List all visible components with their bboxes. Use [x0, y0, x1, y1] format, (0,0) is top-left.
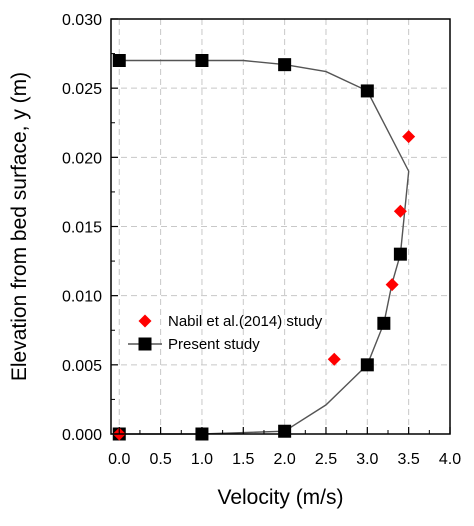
legend-label-nabil: Nabil et al.(2014) study — [168, 313, 323, 330]
legend-diamond-icon — [138, 314, 152, 328]
legend-marker-diamond — [138, 314, 152, 328]
legend-marker-square-line — [128, 337, 162, 351]
present-study-marker — [393, 247, 407, 261]
x-tick-label: 1.0 — [191, 451, 213, 468]
axis-ticks: 0.0 0.5 1.0 1.5 2.0 2.5 3.0 3.5 4.0 0.000 0.005 0.0… — [62, 12, 461, 468]
y-tick-label: 0.000 — [62, 427, 102, 444]
nabil-study-marker — [402, 130, 416, 144]
x-tick-label: 2.0 — [274, 451, 296, 468]
y-tick-label: 0.015 — [62, 220, 102, 237]
y-tick-label: 0.005 — [62, 358, 102, 375]
nabil-study-marker — [393, 204, 407, 218]
x-axis-title: Velocity (m/s) — [217, 486, 343, 509]
plot-series — [112, 54, 416, 441]
y-axis-title: Elevation from bed surface, y (m) — [8, 72, 31, 381]
present-study-line — [119, 59, 410, 435]
present-study-marker — [278, 58, 292, 72]
present-study-marker — [195, 54, 209, 67]
x-tick-label: 2.5 — [315, 451, 337, 468]
legend-square-icon — [138, 337, 152, 351]
present-study-marker — [112, 54, 126, 67]
x-tick-label: 0.5 — [149, 451, 171, 468]
legend: Nabil et al.(2014) study Present study — [128, 313, 323, 353]
x-tick-label: 4.0 — [439, 451, 461, 468]
legend-label-present: Present study — [168, 336, 260, 353]
present-study-marker — [360, 84, 374, 98]
legend-item-present: Present study — [128, 336, 260, 353]
x-tick-label: 3.0 — [356, 451, 378, 468]
y-tick-label: 0.025 — [62, 81, 102, 98]
y-tick-label: 0.030 — [62, 12, 102, 29]
legend-item-nabil: Nabil et al.(2014) study — [138, 313, 323, 330]
present-study-marker — [377, 316, 391, 330]
x-tick-label: 1.5 — [232, 451, 254, 468]
x-tick-label: 0.0 — [108, 451, 130, 468]
x-tick-label: 3.5 — [398, 451, 420, 468]
present-study-marker — [360, 358, 374, 372]
nabil-study-marker — [327, 352, 341, 366]
y-tick-label: 0.010 — [62, 289, 102, 306]
grid — [111, 19, 450, 434]
nabil-study-marker — [385, 278, 399, 292]
y-tick-label: 0.020 — [62, 150, 102, 167]
